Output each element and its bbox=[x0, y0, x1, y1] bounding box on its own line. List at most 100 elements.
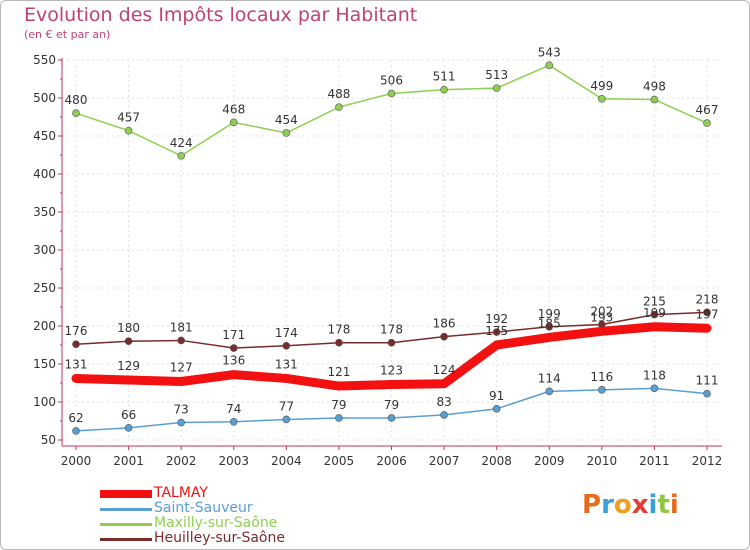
data-label-maxilly-sur-sa-ne: 498 bbox=[643, 80, 666, 94]
data-label-saint-sauveur: 116 bbox=[590, 370, 613, 384]
data-label-heuilley-sur-sa-ne: 218 bbox=[696, 292, 719, 306]
data-point-maxilly-sur-sa-ne bbox=[335, 103, 343, 111]
data-point-maxilly-sur-sa-ne bbox=[492, 84, 501, 92]
data-point-saint-sauveur bbox=[545, 387, 554, 396]
data-point-maxilly-sur-sa-ne bbox=[440, 85, 448, 94]
data-label-talmay: 175 bbox=[485, 324, 508, 338]
data-point-heuilley-sur-sa-ne bbox=[124, 337, 133, 346]
data-point-heuilley-sur-sa-ne bbox=[177, 336, 185, 345]
data-point-maxilly-sur-sa-ne bbox=[598, 94, 606, 103]
brand-logo-letter: i bbox=[648, 490, 658, 520]
data-label-saint-sauveur: 114 bbox=[538, 371, 561, 385]
data-label-maxilly-sur-sa-ne: 467 bbox=[696, 103, 719, 117]
data-point-saint-sauveur bbox=[229, 417, 238, 426]
y-tick-label: 100 bbox=[33, 395, 56, 409]
legend-swatch-maxilly bbox=[100, 523, 152, 526]
data-label-maxilly-sur-sa-ne: 506 bbox=[380, 73, 403, 87]
data-label-saint-sauveur: 77 bbox=[279, 399, 294, 413]
data-point-maxilly-sur-sa-ne bbox=[177, 151, 185, 160]
data-point-saint-sauveur bbox=[598, 386, 606, 394]
data-label-saint-sauveur: 74 bbox=[226, 402, 241, 416]
data-label-heuilley-sur-sa-ne: 192 bbox=[485, 312, 508, 326]
data-point-saint-sauveur bbox=[650, 384, 659, 393]
data-label-heuilley-sur-sa-ne: 180 bbox=[117, 321, 140, 335]
x-tick-label: 2000 bbox=[61, 454, 92, 468]
x-tick-label: 2004 bbox=[271, 454, 302, 468]
data-point-saint-sauveur bbox=[282, 415, 291, 424]
legend-label-saint-sauveur: Saint-Sauveur bbox=[154, 500, 253, 516]
data-point-maxilly-sur-sa-ne bbox=[124, 126, 133, 135]
data-label-talmay: 131 bbox=[65, 357, 88, 371]
data-label-heuilley-sur-sa-ne: 181 bbox=[170, 320, 193, 334]
legend-swatch-talmay bbox=[100, 490, 152, 498]
x-tick-label: 2001 bbox=[113, 454, 144, 468]
data-point-heuilley-sur-sa-ne bbox=[72, 340, 80, 349]
data-point-saint-sauveur bbox=[492, 405, 501, 413]
x-tick-label: 2002 bbox=[166, 454, 197, 468]
data-label-heuilley-sur-sa-ne: 176 bbox=[65, 324, 88, 338]
x-tick-label: 2005 bbox=[324, 454, 355, 468]
data-label-saint-sauveur: 111 bbox=[696, 374, 719, 388]
data-label-talmay: 193 bbox=[590, 310, 613, 324]
data-label-maxilly-sur-sa-ne: 488 bbox=[327, 87, 350, 101]
x-tick-label: 2012 bbox=[692, 454, 723, 468]
data-point-saint-sauveur bbox=[72, 427, 80, 435]
data-label-saint-sauveur: 62 bbox=[68, 411, 83, 425]
data-point-maxilly-sur-sa-ne bbox=[387, 89, 396, 98]
data-point-saint-sauveur bbox=[387, 414, 396, 422]
data-label-maxilly-sur-sa-ne: 499 bbox=[590, 79, 613, 93]
y-tick-label: 450 bbox=[33, 129, 56, 143]
data-point-heuilley-sur-sa-ne bbox=[387, 338, 396, 347]
data-label-talmay: 131 bbox=[275, 357, 298, 371]
data-label-talmay: 185 bbox=[538, 316, 561, 330]
data-label-heuilley-sur-sa-ne: 186 bbox=[433, 317, 456, 331]
data-label-talmay: 121 bbox=[327, 365, 350, 379]
data-label-talmay: 124 bbox=[433, 363, 456, 377]
data-label-saint-sauveur: 91 bbox=[489, 389, 504, 403]
y-tick-label: 350 bbox=[33, 205, 56, 219]
brand-logo-letter: t bbox=[657, 490, 670, 520]
data-point-heuilley-sur-sa-ne bbox=[492, 328, 501, 336]
x-tick-label: 2008 bbox=[481, 454, 512, 468]
chart-subtitle: (en € et par an) bbox=[24, 28, 111, 41]
data-label-heuilley-sur-sa-ne: 178 bbox=[327, 323, 350, 337]
x-tick-label: 2009 bbox=[534, 454, 565, 468]
data-label-maxilly-sur-sa-ne: 424 bbox=[170, 136, 193, 150]
data-point-heuilley-sur-sa-ne bbox=[229, 344, 238, 352]
data-point-heuilley-sur-sa-ne bbox=[650, 310, 659, 319]
data-label-saint-sauveur: 118 bbox=[643, 368, 666, 382]
data-point-maxilly-sur-sa-ne bbox=[545, 61, 554, 70]
data-point-heuilley-sur-sa-ne bbox=[703, 308, 711, 317]
y-tick-label: 300 bbox=[33, 243, 56, 257]
data-point-heuilley-sur-sa-ne bbox=[440, 332, 448, 341]
data-label-saint-sauveur: 79 bbox=[384, 398, 399, 412]
series-line-talmay bbox=[71, 322, 712, 391]
y-tick-label: 250 bbox=[33, 281, 56, 295]
data-label-saint-sauveur: 83 bbox=[436, 395, 451, 409]
data-label-maxilly-sur-sa-ne: 468 bbox=[222, 102, 245, 116]
data-label-maxilly-sur-sa-ne: 511 bbox=[433, 70, 456, 84]
data-point-maxilly-sur-sa-ne bbox=[703, 119, 711, 127]
data-point-saint-sauveur bbox=[177, 418, 185, 427]
brand-logo-letter: i bbox=[669, 490, 679, 520]
data-label-saint-sauveur: 66 bbox=[121, 408, 136, 422]
brand-logo-letter: x bbox=[631, 490, 649, 520]
brand-logo-letter: r bbox=[601, 490, 614, 520]
data-label-talmay: 123 bbox=[380, 364, 403, 378]
data-label-heuilley-sur-sa-ne: 215 bbox=[643, 295, 666, 309]
legend-label-talmay: TALMAY bbox=[154, 485, 208, 501]
x-tick-label: 2006 bbox=[376, 454, 407, 468]
data-point-maxilly-sur-sa-ne bbox=[72, 109, 80, 117]
legend-label-heuilley: Heuilley-sur-Saône bbox=[154, 530, 285, 546]
y-tick-label: 200 bbox=[33, 319, 56, 333]
chart-title: Evolution des Impôts locaux par Habitant bbox=[24, 4, 418, 26]
data-point-saint-sauveur bbox=[703, 389, 711, 398]
data-label-heuilley-sur-sa-ne: 171 bbox=[222, 328, 245, 342]
data-label-talmay: 127 bbox=[170, 360, 193, 374]
data-point-saint-sauveur bbox=[124, 424, 133, 432]
legend-swatch-heuilley bbox=[100, 538, 152, 541]
legend-label-maxilly: Maxilly-sur-Saône bbox=[154, 515, 278, 531]
data-label-talmay: 197 bbox=[696, 307, 719, 321]
